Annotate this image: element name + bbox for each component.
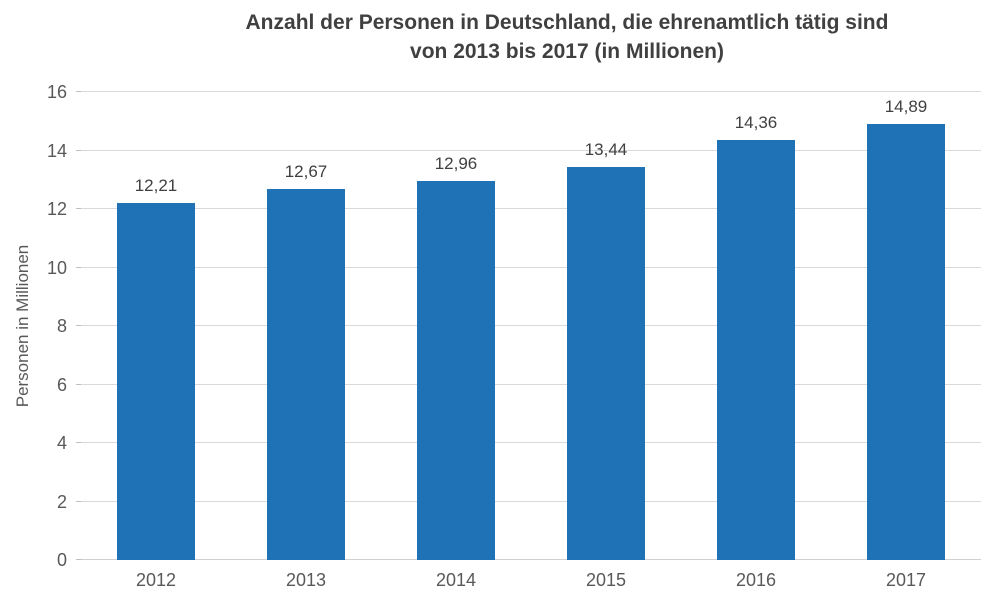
- chart-subtitle: von 2013 bis 2017 (in Millionen): [410, 40, 724, 63]
- chart-title-block: Anzahl der Personen in Deutschland, die …: [150, 8, 984, 66]
- bar-2017: [867, 124, 945, 560]
- bar-slot: 12,96: [381, 92, 531, 560]
- y-tick-label: 14: [46, 140, 67, 161]
- bar-slot: 12,67: [231, 92, 381, 560]
- x-tick-label: 2014: [435, 570, 477, 590]
- gridline: [81, 383, 981, 385]
- gridline: [81, 208, 981, 209]
- bar-2014: [417, 180, 495, 560]
- y-tick-label: 6: [56, 374, 67, 395]
- gridline: [81, 325, 981, 326]
- bar-2013: [267, 189, 345, 560]
- bar-2012: [117, 202, 195, 560]
- y-tick-label: 10: [46, 257, 67, 278]
- bar-value-label: 14,89: [884, 97, 928, 117]
- x-tick-label: 2017: [885, 570, 927, 590]
- bar-value-label: 13,44: [584, 139, 628, 159]
- bar-value-label: 14,36: [734, 112, 778, 132]
- gridline: [81, 91, 981, 92]
- gridline: [81, 149, 981, 151]
- bar-value-label: 12,21: [134, 175, 178, 195]
- bar-slot: 13,44: [531, 92, 681, 560]
- bar-slot: 14,36: [681, 92, 831, 560]
- y-tick-label: 0: [56, 550, 67, 570]
- chart-title: Anzahl der Personen in Deutschland, die …: [245, 11, 889, 34]
- gridline: [81, 266, 981, 268]
- y-tick-label: 16: [46, 82, 67, 102]
- y-tick-label: 8: [56, 316, 67, 336]
- bar-2016: [717, 139, 795, 560]
- y-tick-label: 2: [56, 491, 67, 512]
- x-axis-tick-labels: 2012 2013 2014 2015 2016 2017: [81, 570, 981, 591]
- y-axis-tick-labels: 0 2 4 6 8 10 12 14 16: [0, 83, 67, 569]
- x-tick-label: 2015: [585, 570, 627, 590]
- bar-value-label: 12,67: [284, 162, 328, 182]
- bar-value-label: 12,96: [434, 153, 478, 173]
- bar-slot: 12,21: [81, 92, 231, 560]
- bar-series: 12,21 12,67 12,96 13,44 14,36 14,89: [81, 92, 981, 560]
- x-tick-label: 2013: [285, 570, 327, 590]
- bar-2015: [567, 166, 645, 560]
- x-axis-line: [81, 559, 981, 560]
- gridline: [81, 442, 981, 443]
- y-tick-label: 12: [46, 199, 67, 219]
- x-tick-label: 2016: [735, 570, 777, 590]
- gridline: [81, 500, 981, 502]
- y-tick-label: 4: [56, 433, 67, 453]
- bar-slot: 14,89: [831, 92, 981, 560]
- x-tick-label: 2012: [135, 570, 177, 590]
- plot-area: 12,21 12,67 12,96 13,44 14,36 14,89: [81, 91, 981, 560]
